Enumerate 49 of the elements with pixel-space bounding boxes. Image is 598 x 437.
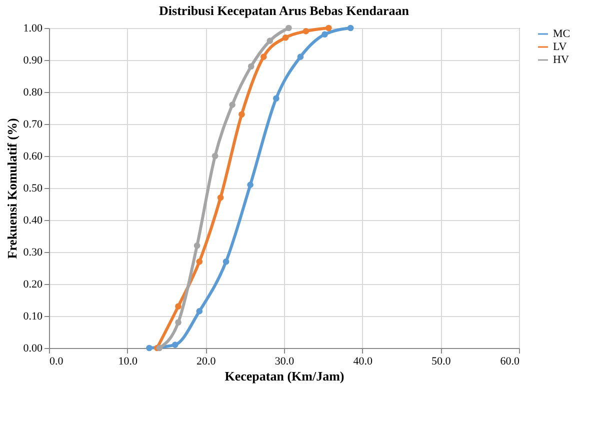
point	[286, 24, 292, 32]
point	[248, 63, 254, 70]
point	[297, 54, 304, 60]
y-tick-label: 1.00	[23, 22, 43, 34]
point	[175, 303, 182, 310]
y-tick-label: 0.80	[23, 86, 43, 98]
y-tick-label: 0.20	[23, 278, 43, 290]
y-tick-label: 0.40	[23, 214, 43, 226]
y-tick-label: 0.50	[23, 182, 43, 194]
point	[217, 194, 224, 201]
point	[266, 38, 274, 44]
point	[347, 24, 354, 32]
y-tick-label: 0.70	[23, 118, 43, 130]
point	[156, 344, 163, 352]
x-tick-label: 10.0	[118, 356, 138, 368]
x-tick-label: 0.0	[50, 356, 64, 368]
point	[238, 111, 245, 118]
legend-label: LV	[553, 41, 567, 53]
point	[302, 28, 310, 34]
point	[212, 152, 218, 160]
x-tick-label: 50.0	[432, 356, 452, 368]
chart-title: Distribusi Kecepatan Arus Bebas Kendaraan	[159, 3, 410, 18]
y-tick-label: 0.00	[23, 342, 43, 354]
point	[260, 54, 267, 60]
point	[196, 258, 203, 265]
x-tick-label: 40.0	[353, 356, 373, 368]
point	[175, 319, 182, 326]
point	[222, 258, 230, 265]
point	[229, 102, 236, 108]
point	[282, 34, 289, 41]
point	[146, 344, 152, 352]
x-tick-label: 60.0	[500, 356, 520, 368]
x-tick-label: 20.0	[196, 356, 216, 368]
point	[273, 95, 280, 102]
point	[172, 342, 178, 348]
point	[322, 31, 328, 38]
point	[196, 308, 203, 314]
y-tick-label: 0.30	[23, 246, 43, 258]
x-tick-label: 30.0	[274, 356, 295, 368]
point	[194, 242, 200, 249]
x-axis-title: Kecepatan (Km/Jam)	[224, 368, 344, 384]
y-axis-title: Frekuensi Komulatif (%)	[4, 118, 20, 259]
legend-label: HV	[553, 54, 569, 66]
point	[325, 24, 332, 32]
legend-label: MC	[553, 28, 570, 40]
point	[247, 182, 254, 188]
y-tick-label: 0.60	[23, 150, 43, 162]
y-tick-label: 0.90	[23, 54, 43, 66]
y-tick-label: 0.10	[23, 310, 43, 322]
